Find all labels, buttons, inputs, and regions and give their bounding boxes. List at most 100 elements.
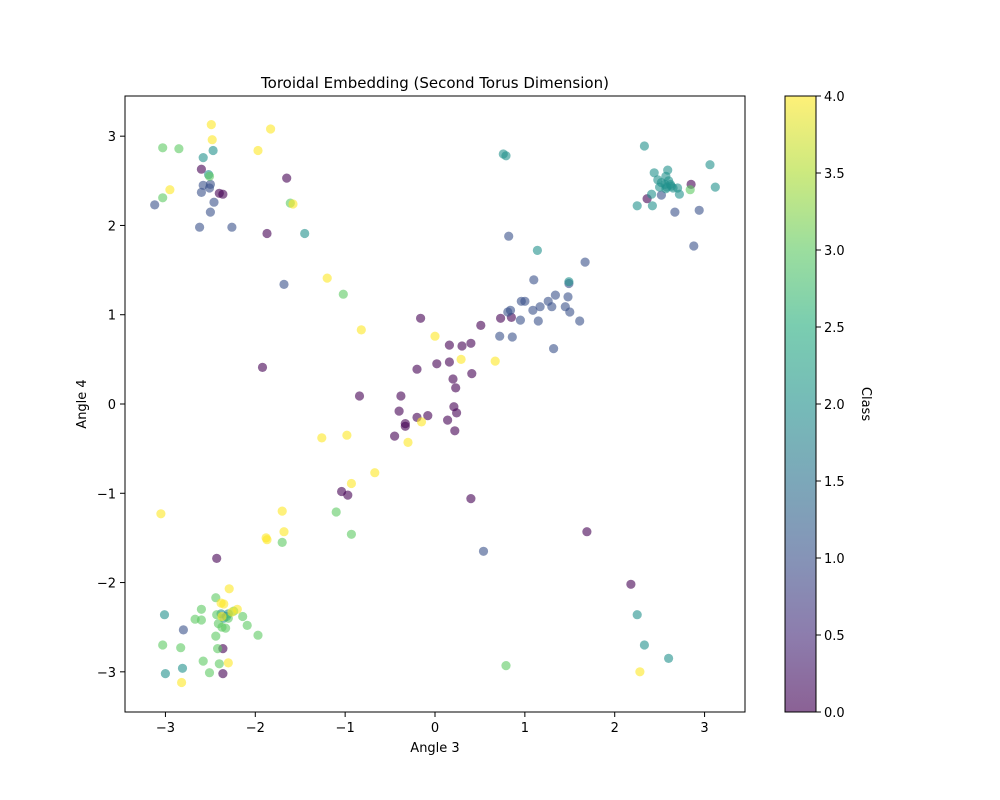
data-point xyxy=(209,197,219,207)
data-point xyxy=(466,338,476,348)
data-point xyxy=(416,313,426,323)
data-point xyxy=(649,168,659,178)
data-point xyxy=(221,623,231,633)
data-point xyxy=(338,289,348,299)
points-layer xyxy=(150,120,720,688)
data-point xyxy=(580,257,590,267)
data-point xyxy=(412,364,422,374)
data-point xyxy=(535,302,545,312)
data-point xyxy=(550,290,561,300)
data-point xyxy=(647,201,658,211)
y-tick-label: 3 xyxy=(108,130,116,145)
data-point xyxy=(198,656,208,666)
data-point xyxy=(266,124,276,134)
data-point xyxy=(565,307,575,317)
colorbar-tick-label: 2.5 xyxy=(824,321,845,336)
x-tick-label: 2 xyxy=(611,721,619,736)
data-point xyxy=(322,273,332,283)
data-point xyxy=(476,320,486,330)
data-point xyxy=(227,607,237,617)
data-point xyxy=(282,173,292,183)
data-point xyxy=(516,296,526,306)
colorbar-tick-label: 2.0 xyxy=(824,398,845,413)
data-point xyxy=(575,316,585,326)
data-point xyxy=(257,362,268,372)
data-point xyxy=(196,615,206,625)
colorbar-tick-label: 0.5 xyxy=(824,629,845,644)
colorbar-tick-label: 4.0 xyxy=(824,90,845,105)
data-point xyxy=(532,245,543,255)
data-point xyxy=(639,640,650,650)
data-point xyxy=(219,599,229,609)
data-point xyxy=(174,144,184,154)
data-point xyxy=(495,331,505,341)
data-point xyxy=(262,535,272,545)
colorbar-tick-label: 3.0 xyxy=(824,244,845,259)
y-tick-label: 0 xyxy=(108,398,116,413)
y-tick-label: −1 xyxy=(97,487,116,502)
data-point xyxy=(507,332,517,342)
y-axis: −3 −2 −1 0 1 2 3 xyxy=(97,130,125,681)
data-point xyxy=(444,340,454,350)
data-point xyxy=(204,668,215,678)
data-point xyxy=(160,669,170,679)
data-point xyxy=(639,141,650,151)
x-tick-label: −1 xyxy=(336,721,355,736)
data-point xyxy=(207,135,217,145)
data-point xyxy=(430,331,440,341)
data-point xyxy=(635,667,645,677)
data-point xyxy=(346,478,356,489)
data-point xyxy=(196,164,206,174)
data-point xyxy=(242,620,252,631)
y-tick-label: −2 xyxy=(97,577,116,592)
data-point xyxy=(317,433,327,443)
data-point xyxy=(300,228,310,239)
data-point xyxy=(450,426,460,436)
data-point xyxy=(490,356,500,366)
data-point xyxy=(710,182,720,192)
data-point xyxy=(390,431,400,441)
data-point xyxy=(632,201,642,211)
data-point xyxy=(694,205,704,215)
data-point xyxy=(288,199,298,209)
y-tick-label: 2 xyxy=(108,219,116,234)
x-axis: −3 −2 −1 0 1 2 3 xyxy=(156,712,709,736)
x-tick-label: 1 xyxy=(521,721,529,736)
y-tick-label: 1 xyxy=(108,309,116,324)
data-point xyxy=(212,553,222,564)
data-point xyxy=(342,430,352,440)
data-point xyxy=(196,187,206,197)
data-point xyxy=(451,383,461,393)
data-point xyxy=(343,490,353,500)
data-point xyxy=(674,189,685,199)
chart-title: Toroidal Embedding (Second Torus Dimensi… xyxy=(260,74,609,92)
data-point xyxy=(177,677,187,688)
data-point xyxy=(466,494,476,504)
x-tick-label: −3 xyxy=(156,721,175,736)
data-point xyxy=(457,341,467,351)
data-point xyxy=(253,630,263,640)
data-point xyxy=(279,279,289,289)
data-point xyxy=(504,231,514,241)
data-point xyxy=(227,222,237,232)
data-point xyxy=(705,160,715,170)
data-point xyxy=(238,611,248,622)
data-point xyxy=(223,658,233,668)
data-point xyxy=(689,241,699,251)
data-point xyxy=(423,411,433,421)
data-point xyxy=(533,316,543,326)
data-point xyxy=(528,305,538,315)
colorbar-label: Class xyxy=(858,387,873,421)
data-point xyxy=(150,200,160,210)
data-point xyxy=(176,643,186,653)
colorbar-tick-label: 3.5 xyxy=(824,167,845,182)
y-axis-label: Angle 4 xyxy=(75,379,90,428)
data-point xyxy=(505,305,516,315)
data-point xyxy=(444,357,454,367)
data-point xyxy=(496,313,506,323)
data-point xyxy=(632,610,642,620)
x-axis-label: Angle 3 xyxy=(410,741,459,756)
data-point xyxy=(656,178,667,188)
x-tick-label: 0 xyxy=(431,721,439,736)
